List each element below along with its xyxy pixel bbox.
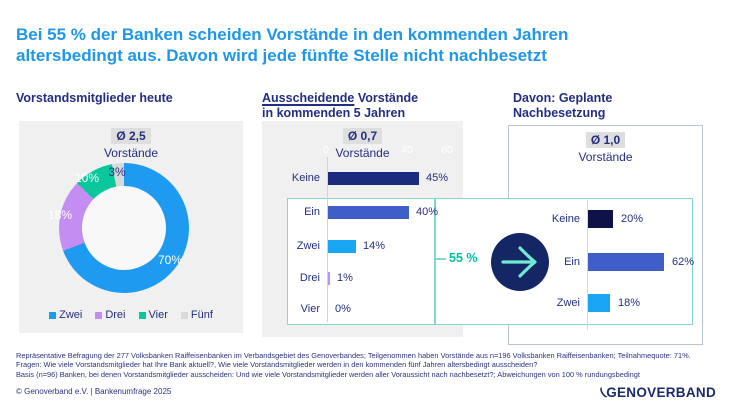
- page-title-line1: Bei 55 % der Banken scheiden Vorstände i…: [16, 25, 569, 44]
- panel-board-members-today: Ø 2,5 Vorstände 70% 18% 10% 3% Zwei Drei…: [19, 121, 243, 333]
- average-unit: Vorstände: [335, 146, 390, 160]
- page-title: Bei 55 % der Banken scheiden Vorstände i…: [16, 24, 716, 66]
- bar-row: 40%: [328, 204, 438, 220]
- legend-label-drei: Drei: [105, 309, 126, 321]
- bar-label: Ein: [564, 256, 580, 268]
- bar-ein: [328, 205, 409, 219]
- legend-swatch-vier: [138, 311, 146, 319]
- bar-value: 14%: [363, 240, 386, 252]
- x-tick-40: 40: [401, 144, 413, 156]
- bracket-tick: [436, 258, 446, 260]
- bar-value: 45%: [426, 172, 449, 184]
- bar-ein-right: [588, 253, 664, 271]
- section-heading-left: Vorstandsmitglieder heute: [16, 91, 173, 105]
- logo-text: GENOVERBAND: [606, 385, 716, 400]
- legend-swatch-drei: [95, 311, 103, 319]
- bar-label: Zwei: [556, 297, 580, 309]
- bar-row: 14%: [328, 238, 385, 254]
- average-unit: Vorstände: [103, 146, 159, 160]
- bar-label: Vier: [300, 303, 320, 315]
- bar-label: Keine: [551, 213, 580, 225]
- footnotes: Repräsentative Befragung der 277 Volksba…: [16, 351, 728, 379]
- slice-label-zwei: 70%: [157, 253, 183, 267]
- arrow-circle: [491, 233, 549, 291]
- bar-value: 0%: [335, 303, 351, 315]
- x-tick-60: 60: [441, 144, 453, 156]
- bar-row: 62%: [588, 252, 694, 272]
- bar-label: Zwei: [296, 240, 320, 252]
- bar-value: 40%: [416, 206, 439, 218]
- bar-keine: [328, 171, 419, 185]
- footnote-line1: Repräsentative Befragung der 277 Volksba…: [16, 351, 691, 360]
- bar-value: 20%: [621, 213, 644, 225]
- genoverband-logo: ( GENOVERBAND: [597, 385, 716, 400]
- right-arrow-icon: [501, 246, 537, 278]
- page-title-line2: altersbedingt aus. Davon wird jede fünft…: [16, 46, 547, 65]
- x-tick-20: 20: [360, 144, 372, 156]
- heading-underlined-word: Ausscheidende: [262, 91, 355, 105]
- bar-keine-right: [588, 210, 613, 228]
- legend-label-vier: Vier: [148, 309, 168, 321]
- section-heading-right-line1: Davon: Geplante: [513, 91, 613, 105]
- average-badge: Ø 1,0: [585, 132, 626, 148]
- bar-value: 18%: [618, 297, 641, 309]
- bar-average-right: Ø 1,0 Vorstände: [509, 131, 702, 164]
- legend-item-zwei: Zwei: [49, 309, 82, 321]
- average-unit: Vorstände: [578, 150, 633, 164]
- bar-row: 45%: [328, 170, 448, 186]
- legend-label-fuenf: Fünf: [190, 309, 213, 321]
- bar-average-middle: Ø 0,7 Vorstände: [262, 127, 463, 160]
- axis-line-middle: [327, 157, 328, 322]
- donut-average: Ø 2,5 Vorstände: [19, 127, 243, 160]
- section-heading-middle-line1: Ausscheidende Vorstände: [262, 91, 418, 106]
- bar-zwei-right: [588, 294, 610, 312]
- slice-label-fuenf: 3%: [108, 165, 126, 179]
- axis-line-right: [587, 200, 588, 330]
- legend-item-vier: Vier: [138, 309, 168, 321]
- legend-item-drei: Drei: [95, 309, 126, 321]
- section-heading-middle-line2: in kommenden 5 Jahren: [262, 106, 406, 120]
- bar-value: 1%: [337, 272, 353, 284]
- donut-hole: [82, 186, 166, 270]
- slice-label-drei: 18%: [47, 208, 73, 222]
- bar-label: Ein: [304, 206, 320, 218]
- bar-row: 1%: [328, 270, 353, 286]
- bar-value: 62%: [672, 256, 695, 268]
- donut-legend: Zwei Drei Vier Fünf: [19, 309, 243, 321]
- average-badge: Ø 0,7: [342, 128, 383, 144]
- footnote-line3: Basis (n=96) Banken, bei denen Vorstands…: [16, 369, 640, 379]
- x-tick-0: 0: [323, 144, 329, 156]
- donut-chart: [59, 163, 189, 293]
- slice-label-vier: 10%: [74, 171, 100, 185]
- heading-rest: Vorstände: [354, 91, 419, 105]
- legend-item-fuenf: Fünf: [180, 309, 213, 321]
- bar-row: 20%: [588, 209, 643, 229]
- highlight-frame-55pct: [287, 198, 435, 325]
- legend-swatch-fuenf: [180, 311, 188, 319]
- section-heading-middle: Ausscheidende Vorstände in kommenden 5 J…: [262, 91, 418, 121]
- bar-drei: [328, 271, 330, 285]
- legend-label-zwei: Zwei: [59, 309, 83, 321]
- bar-row: 18%: [588, 293, 640, 313]
- share-55-label: 55 %: [449, 251, 478, 265]
- average-badge: Ø 2,5: [111, 128, 151, 144]
- bar-row: 0%: [328, 301, 351, 317]
- footnote-line2: Fragen: Wie viele Vorstandsmitglieder ha…: [16, 360, 538, 370]
- bar-label: Drei: [299, 272, 320, 284]
- legend-swatch-zwei: [49, 311, 57, 319]
- section-heading-right-line2: Nachbesetzung: [513, 106, 606, 120]
- bar-label: Keine: [291, 172, 320, 184]
- copyright: © Genoverband e.V. | Bankenumfrage 2025: [16, 387, 172, 396]
- bar-zwei: [328, 239, 356, 253]
- section-heading-right: Davon: Geplante Nachbesetzung: [513, 91, 612, 121]
